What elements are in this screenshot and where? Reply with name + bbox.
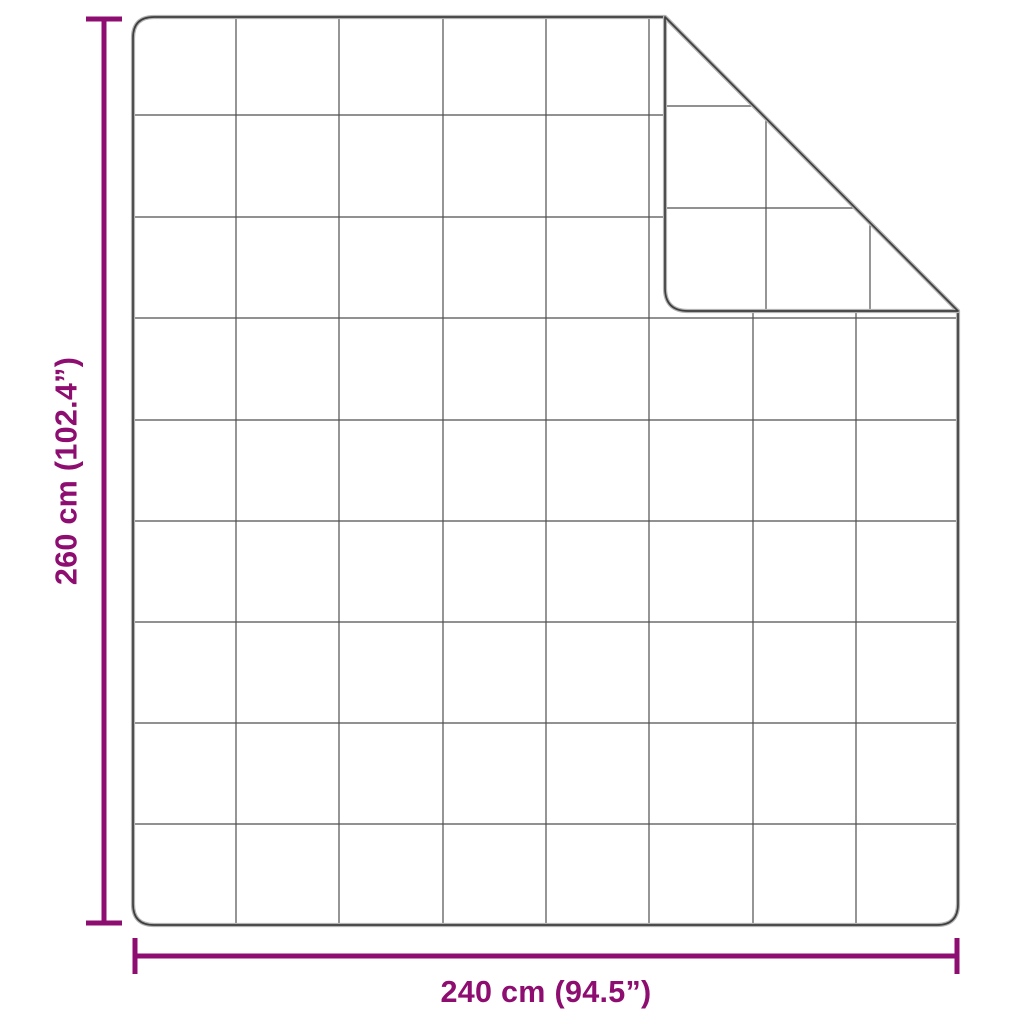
height-dimension-label: 260 cm (102.4”) — [50, 357, 84, 585]
folded-corner-outline — [664, 16, 959, 312]
blanket — [130, 14, 961, 928]
dimension-lines — [86, 16, 960, 974]
blanket-outline — [132, 16, 959, 926]
width-dimension-label: 240 cm (94.5”) — [440, 975, 651, 1009]
quilt-grid — [133, 17, 958, 925]
